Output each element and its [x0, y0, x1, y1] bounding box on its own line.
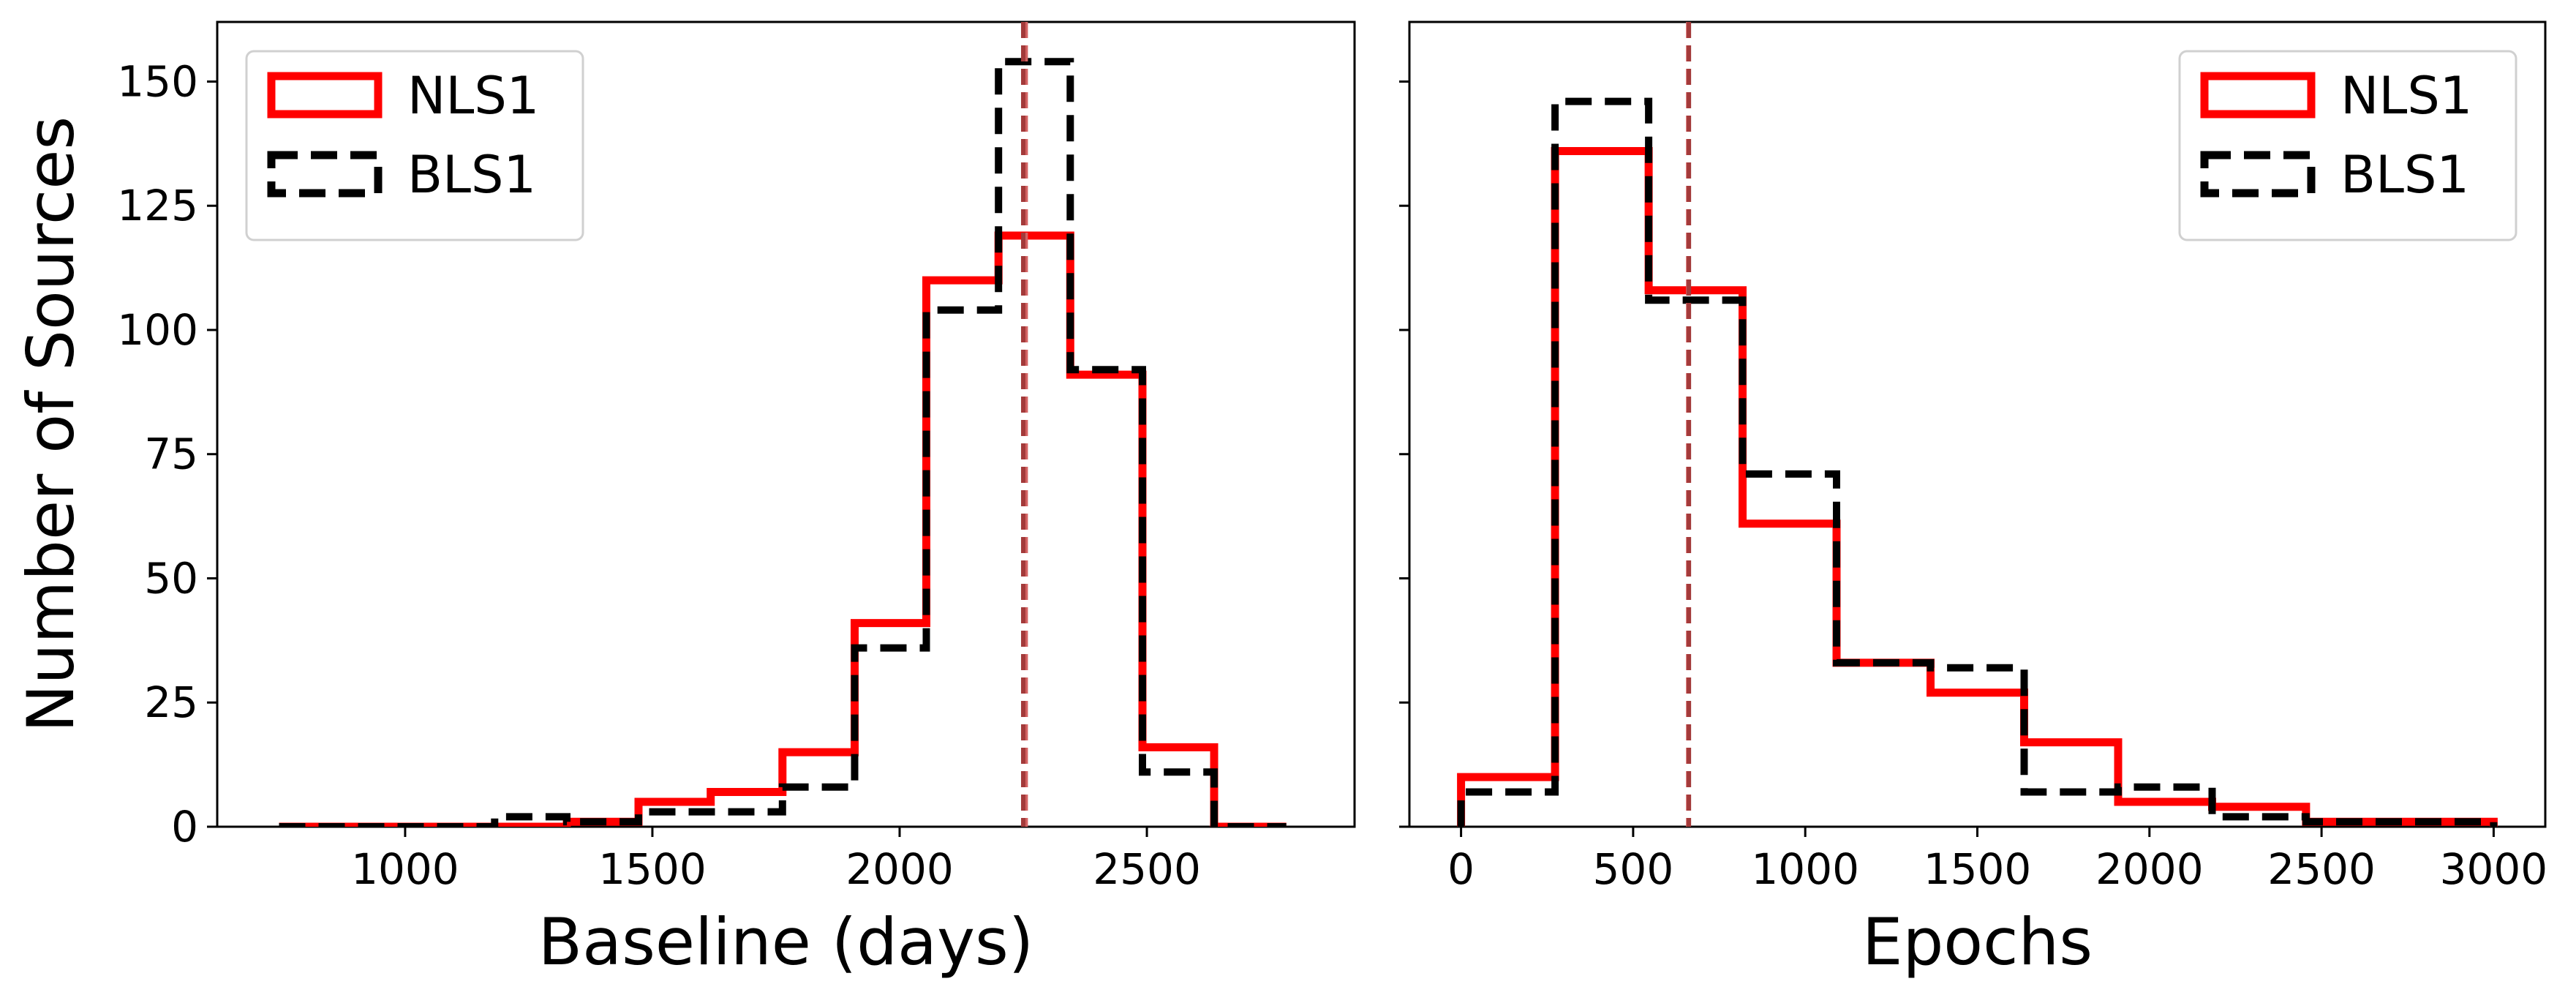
histogram-bls1 — [1457, 97, 2498, 827]
plot-area — [1457, 22, 2498, 827]
panel-baseline: 1000 1500 2000 2500 0 25 50 75 100 125 150 NLS1 BLS1… — [117, 20, 1356, 980]
plot-area — [279, 22, 1287, 827]
y-tick-label: 25 — [144, 677, 198, 727]
x-tick-label: 2500 — [2267, 844, 2376, 894]
legend-swatch-bls1 — [2200, 151, 2316, 198]
axes-frame — [216, 20, 1356, 828]
y-tick-label: 125 — [117, 181, 198, 230]
x-axis-label-baseline: Baseline (days) — [538, 904, 1033, 980]
x-tick-label: 2000 — [2095, 844, 2204, 894]
legend-swatch-nls1 — [2200, 72, 2316, 119]
legend-label-nls1: NLS1 — [407, 66, 539, 126]
histogram-nls1 — [279, 231, 1287, 827]
x-tick-label: 2000 — [846, 844, 954, 894]
legend: NLS1 BLS1 — [245, 50, 584, 241]
x-tick-label: 3000 — [2440, 844, 2548, 894]
histogram-bls1 — [279, 58, 1287, 827]
x-tick-label: 1500 — [598, 844, 707, 894]
legend-label-bls1: BLS1 — [407, 145, 536, 205]
x-tick-label: 2500 — [1093, 844, 1201, 894]
x-tick-label: 1500 — [1924, 844, 2032, 894]
y-tick-label: 50 — [144, 553, 198, 603]
legend: NLS1 BLS1 — [2178, 50, 2517, 241]
legend-frame — [2178, 50, 2517, 241]
legend-swatch-nls1 — [267, 72, 383, 119]
x-tick-label: 1000 — [1751, 844, 1859, 894]
y-tick-label: 150 — [117, 56, 198, 106]
legend-swatch-bls1 — [267, 151, 383, 198]
y-axis-label: Number of Sources — [13, 116, 88, 732]
x-tick-label: 0 — [1447, 844, 1475, 894]
x-tick-label: 1000 — [351, 844, 459, 894]
axes-epochs: 0 500 1000 1500 2000 2500 3000 NLS1 BLS1 — [1399, 20, 2548, 894]
y-tick-label: 100 — [117, 305, 198, 355]
x-tick-label: 500 — [1593, 844, 1674, 894]
legend-label-bls1: BLS1 — [2340, 145, 2469, 205]
legend-label-nls1: NLS1 — [2340, 66, 2472, 126]
y-tick-label: 0 — [171, 802, 198, 852]
panel-epochs: 0 500 1000 1500 2000 2500 3000 NLS1 BLS1 Epochs — [1399, 20, 2548, 980]
legend-frame — [245, 50, 584, 241]
y-tick-label: 75 — [144, 429, 198, 479]
histogram-nls1 — [1457, 147, 2498, 827]
x-axis-label-epochs: Epochs — [1862, 904, 2093, 980]
axes-baseline: 1000 1500 2000 2500 0 25 50 75 100 125 150 NLS1 BLS1 — [117, 20, 1356, 894]
